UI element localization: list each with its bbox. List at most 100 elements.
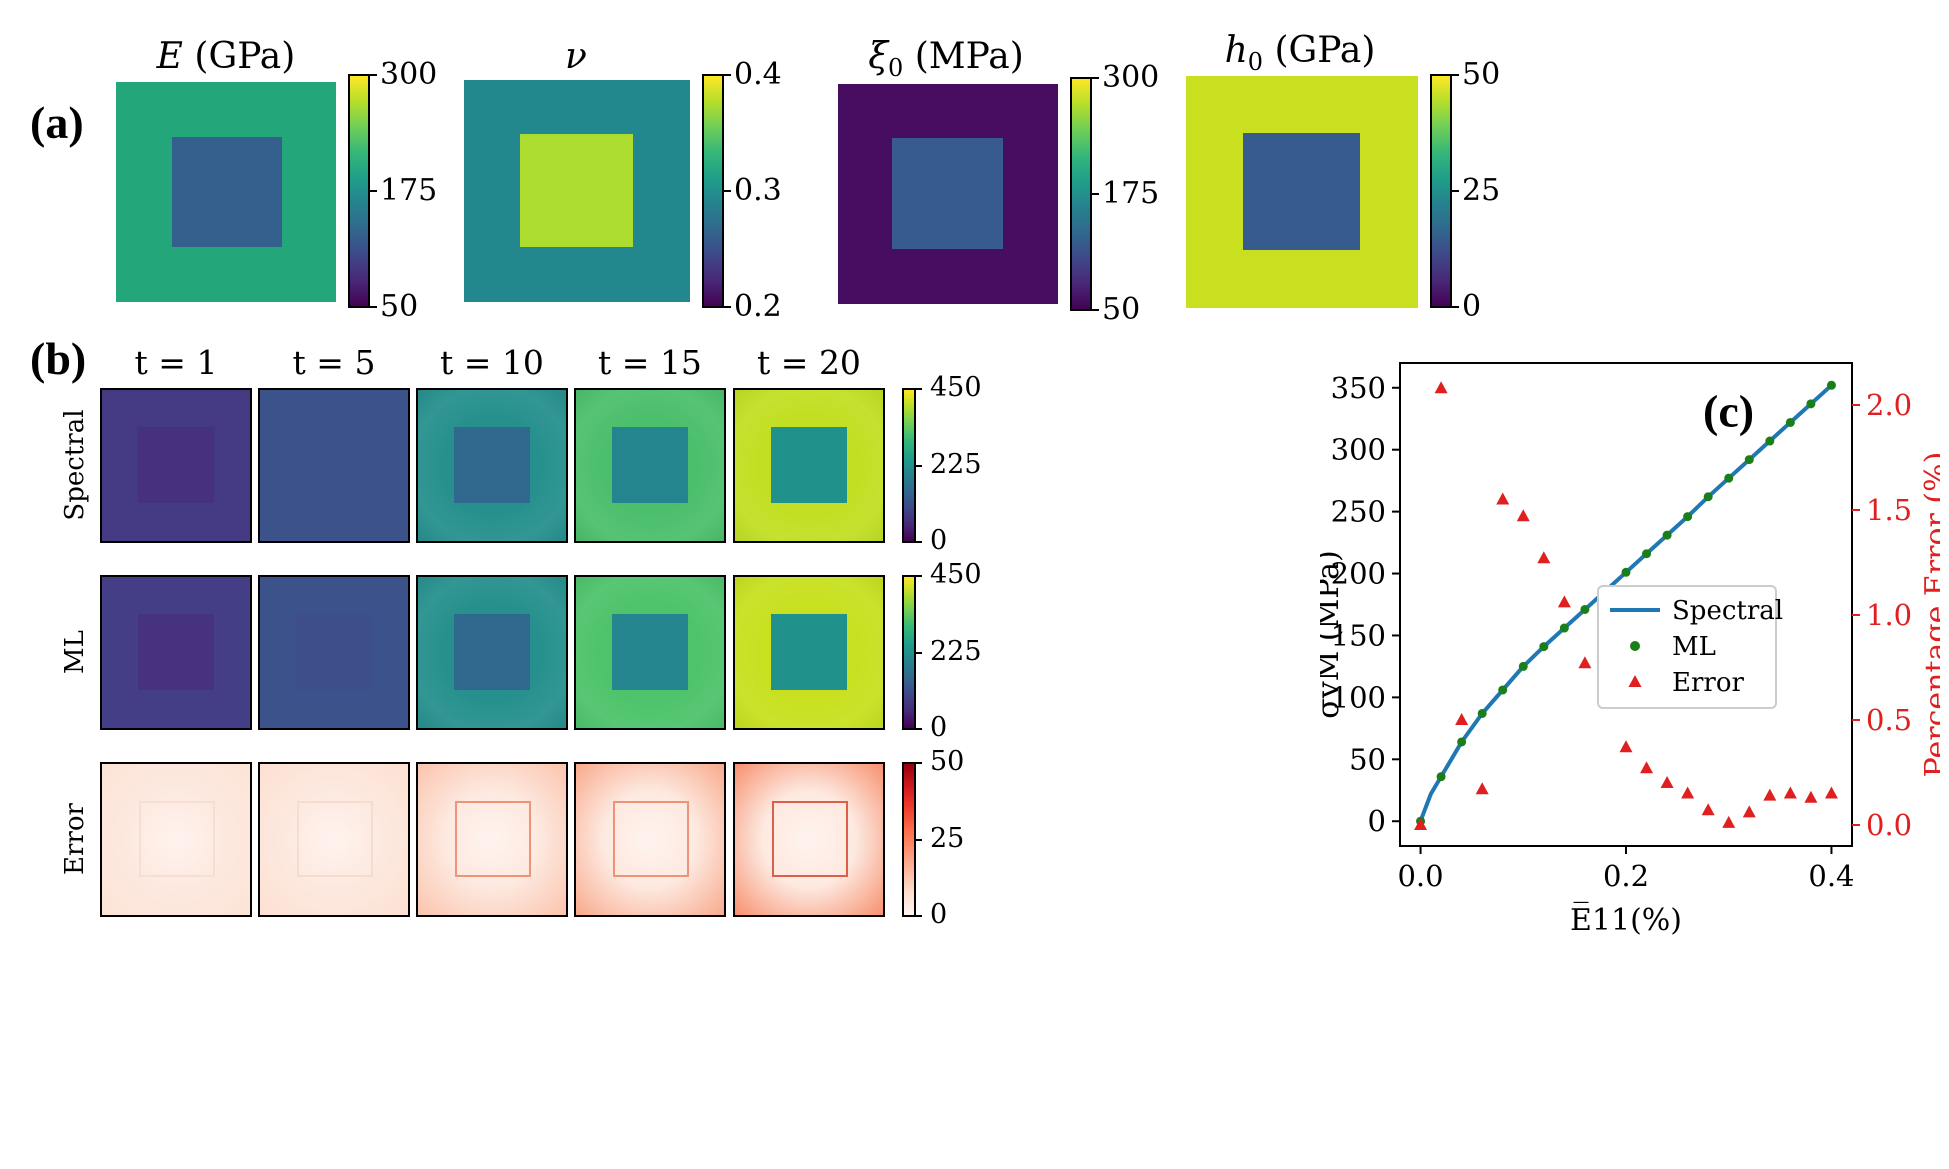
error-point bbox=[1578, 656, 1591, 668]
error-point bbox=[1804, 791, 1817, 803]
ml-point bbox=[1663, 531, 1672, 540]
inclusion-outline bbox=[297, 801, 373, 877]
inclusion-square bbox=[454, 427, 530, 503]
field-panel bbox=[416, 762, 568, 917]
field-panel bbox=[100, 762, 252, 917]
colorbar bbox=[348, 74, 370, 308]
inclusion-square bbox=[138, 427, 214, 503]
y2-tick-label: 0.5 bbox=[1866, 703, 1912, 737]
legend-entry: ML bbox=[1672, 632, 1716, 662]
inclusion-square bbox=[771, 614, 847, 690]
colorbar-tick-label: 450 bbox=[930, 559, 982, 590]
colorbar-tick bbox=[368, 190, 377, 192]
error-point bbox=[1496, 493, 1509, 505]
x-axis-label: E̅11(%) bbox=[1570, 902, 1682, 938]
ml-point bbox=[1765, 437, 1774, 446]
error-point bbox=[1825, 787, 1838, 799]
colorbar-tick-label: 175 bbox=[1102, 176, 1159, 211]
colorbar-tick-label: 0 bbox=[930, 712, 947, 743]
y-tick-label: 350 bbox=[1331, 371, 1386, 405]
colorbar-tick bbox=[1090, 77, 1099, 79]
colorbar-tick-label: 0.2 bbox=[734, 289, 782, 324]
colorbar-tick-label: 0 bbox=[930, 899, 947, 930]
field-panel bbox=[416, 388, 568, 543]
colorbar-tick-label: 300 bbox=[1102, 60, 1159, 95]
inclusion-square bbox=[520, 134, 633, 247]
map-title: h0 (GPa) bbox=[1180, 30, 1420, 76]
colorbar bbox=[1070, 77, 1092, 311]
ml-point bbox=[1806, 399, 1815, 408]
map-title-symbol: h bbox=[1225, 30, 1248, 71]
ml-point bbox=[1827, 381, 1836, 390]
colorbar-tick bbox=[914, 388, 922, 390]
colorbar-tick bbox=[914, 839, 922, 841]
field-panel bbox=[574, 762, 726, 917]
y-axis-label: σvM (MPa) bbox=[1320, 550, 1346, 719]
error-point bbox=[1517, 509, 1530, 521]
colorbar-tick bbox=[914, 575, 922, 577]
ml-point bbox=[1786, 418, 1795, 427]
field-panel bbox=[733, 388, 885, 543]
colorbar-tick bbox=[1090, 309, 1099, 311]
y-tick-label: 300 bbox=[1331, 433, 1386, 467]
map-title-symbol: ξ bbox=[868, 36, 888, 77]
time-step-label: t = 10 bbox=[416, 343, 568, 382]
colorbar-tick bbox=[368, 306, 377, 308]
y2-tick-label: 1.5 bbox=[1866, 493, 1912, 527]
field-panel bbox=[733, 762, 885, 917]
inclusion-square bbox=[892, 138, 1003, 249]
y2-tick-label: 0.0 bbox=[1866, 808, 1912, 842]
colorbar-tick-label: 25 bbox=[1462, 173, 1500, 208]
time-step-label: t = 20 bbox=[733, 343, 885, 382]
field-panel bbox=[416, 575, 568, 730]
y2-tick-label: 1.0 bbox=[1866, 598, 1912, 632]
panel-c-chart: 0 50 100 150 200 250 300 350 0.0 0.5 1.0 1.5 2.0 0.0 0… bbox=[1320, 360, 1940, 1140]
colorbar-tick-label: 225 bbox=[930, 449, 982, 480]
ml-point bbox=[1560, 624, 1569, 633]
inclusion-outline bbox=[139, 801, 215, 877]
error-point bbox=[1620, 740, 1633, 752]
map-title: E (GPa) bbox=[106, 36, 346, 77]
colorbar-tick-label: 0 bbox=[1462, 289, 1481, 324]
error-point bbox=[1722, 816, 1735, 828]
ml-point bbox=[1478, 709, 1487, 718]
map-title-symbol: ν bbox=[565, 36, 587, 77]
row-label: Error bbox=[60, 774, 90, 904]
ml-point bbox=[1683, 512, 1692, 521]
colorbar bbox=[702, 74, 724, 308]
colorbar-tick-label: 50 bbox=[380, 289, 418, 324]
inclusion-square bbox=[454, 614, 530, 690]
colorbar-tick-label: 50 bbox=[930, 746, 964, 777]
colorbar-tick-label: 50 bbox=[1462, 57, 1500, 92]
y-tick-label: 250 bbox=[1331, 495, 1386, 529]
inclusion-outline bbox=[455, 801, 531, 877]
error-point bbox=[1435, 381, 1448, 393]
legend-entry: Error bbox=[1672, 668, 1744, 698]
colorbar-tick bbox=[914, 541, 922, 543]
error-point bbox=[1476, 782, 1489, 794]
error-point bbox=[1763, 789, 1776, 801]
colorbar-tick bbox=[914, 652, 922, 654]
colorbar-tick bbox=[1450, 74, 1459, 76]
error-point bbox=[1702, 803, 1715, 815]
field-panel bbox=[100, 575, 252, 730]
error-point bbox=[1414, 818, 1427, 830]
map-title-unit: (MPa) bbox=[903, 36, 1023, 77]
field-panel bbox=[574, 575, 726, 730]
y2-axis-label: Percentage Error (%) bbox=[1919, 452, 1940, 778]
colorbar-tick-label: 25 bbox=[930, 823, 964, 854]
ml-point bbox=[1704, 492, 1713, 501]
colorbar-tick bbox=[914, 465, 922, 467]
colorbar bbox=[1430, 74, 1452, 308]
ml-point bbox=[1745, 455, 1754, 464]
inclusion-square bbox=[612, 427, 688, 503]
colorbar-tick bbox=[1450, 306, 1459, 308]
inclusion-square bbox=[296, 427, 372, 503]
x-tick-label: 0.0 bbox=[1397, 859, 1443, 893]
error-point bbox=[1558, 595, 1571, 607]
panel-c-label: (c) bbox=[1703, 386, 1754, 437]
colorbar-tick-label: 0.4 bbox=[734, 57, 782, 92]
colorbar-tick bbox=[1090, 193, 1099, 195]
row-label: Spectral bbox=[60, 400, 90, 530]
legend: Spectral ML Error bbox=[1598, 586, 1783, 708]
